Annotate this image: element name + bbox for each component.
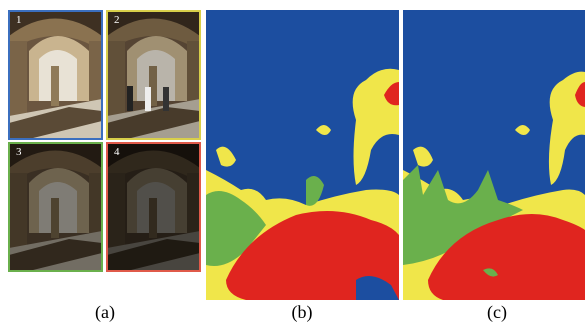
panel-b: (b) xyxy=(206,10,399,323)
caption: (b) xyxy=(292,302,313,323)
panel-c: (c) xyxy=(403,10,585,323)
segmentation-map xyxy=(403,10,585,300)
image-1 xyxy=(9,11,102,139)
panel-a: 1 2 3 4 (a) xyxy=(9,11,200,323)
caption: (a) xyxy=(95,302,115,323)
image-number: 1 xyxy=(16,14,22,26)
image-number: 3 xyxy=(16,146,22,158)
segmentation-map xyxy=(206,10,399,300)
figure: 1 2 3 4 (a) xyxy=(0,0,585,324)
image-number: 4 xyxy=(114,146,120,158)
image-number: 2 xyxy=(114,14,120,26)
caption: (c) xyxy=(487,302,507,323)
image-2 xyxy=(107,11,200,139)
image-3 xyxy=(9,143,102,271)
image-4 xyxy=(107,143,200,271)
